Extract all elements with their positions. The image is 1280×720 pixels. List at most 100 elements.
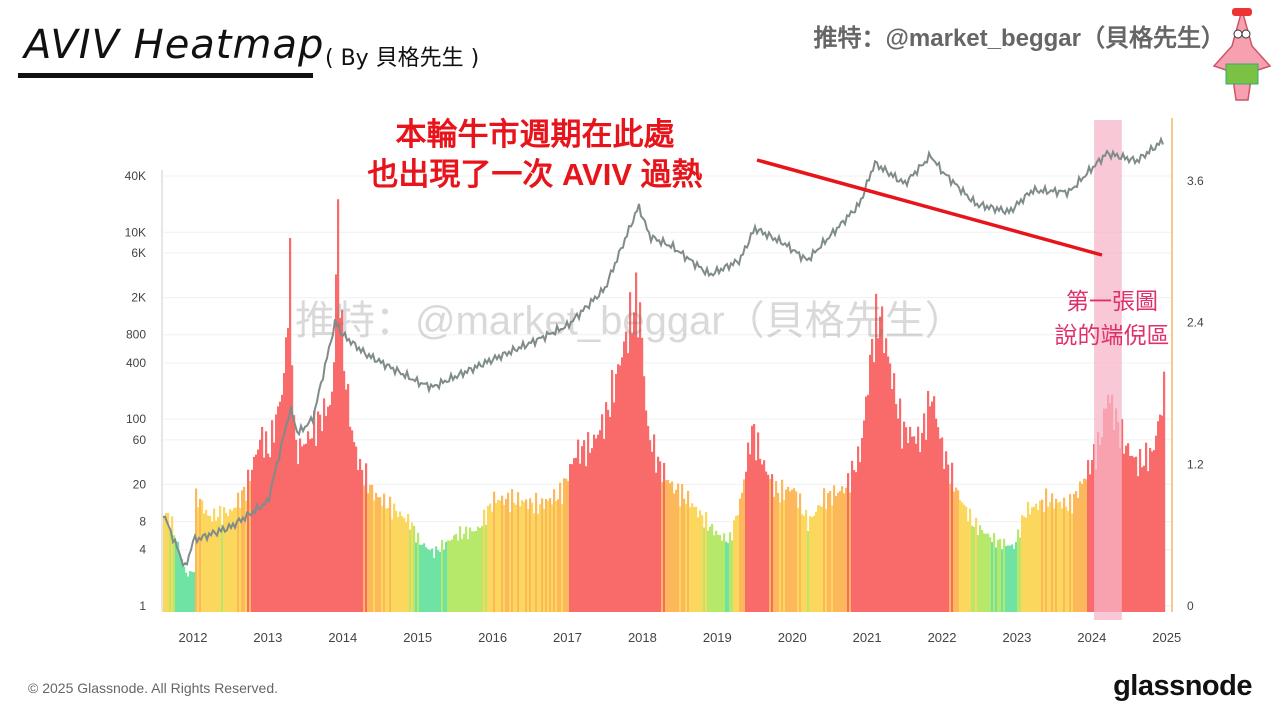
aviv-bar bbox=[701, 515, 704, 612]
aviv-bar bbox=[403, 517, 406, 612]
aviv-bar bbox=[187, 576, 190, 612]
aviv-bar bbox=[629, 292, 632, 612]
aviv-bar bbox=[421, 544, 424, 612]
aviv-bar bbox=[513, 502, 516, 612]
aviv-bar bbox=[507, 492, 510, 612]
aviv-bar bbox=[893, 373, 896, 612]
aviv-bar bbox=[1023, 516, 1026, 612]
aviv-bar bbox=[1055, 498, 1058, 612]
aviv-bar bbox=[1145, 442, 1148, 612]
aviv-bar bbox=[349, 426, 352, 612]
aviv-bar bbox=[707, 530, 710, 612]
aviv-bar bbox=[503, 504, 506, 612]
aviv-bar bbox=[861, 437, 864, 612]
aviv-bar bbox=[1037, 509, 1040, 612]
aviv-bar bbox=[253, 456, 256, 612]
aviv-bar bbox=[1047, 506, 1050, 612]
aviv-bar bbox=[599, 430, 602, 612]
aviv-bar bbox=[869, 354, 872, 612]
aviv-bar bbox=[537, 513, 540, 612]
aviv-bar bbox=[895, 404, 898, 612]
aviv-bar bbox=[219, 505, 222, 612]
aviv-bar bbox=[183, 566, 186, 612]
y-left-tick-label: 40K bbox=[125, 169, 146, 183]
aviv-bar bbox=[217, 516, 220, 612]
aviv-bar bbox=[383, 493, 386, 612]
aviv-bar bbox=[867, 394, 870, 612]
aviv-bar bbox=[297, 464, 300, 612]
aviv-bar bbox=[333, 362, 336, 612]
aviv-bar bbox=[287, 328, 290, 612]
aviv-bar bbox=[185, 572, 188, 612]
aviv-bar bbox=[677, 483, 680, 612]
aviv-bar bbox=[347, 383, 350, 612]
aviv-bar bbox=[571, 464, 574, 612]
aviv-bar bbox=[845, 487, 848, 612]
aviv-bar bbox=[409, 529, 412, 612]
aviv-bar bbox=[899, 398, 902, 612]
aviv-bar bbox=[195, 488, 198, 612]
aviv-bar bbox=[727, 543, 730, 612]
aviv-bar bbox=[927, 390, 930, 612]
aviv-bar bbox=[351, 430, 354, 612]
aviv-bar bbox=[683, 498, 686, 612]
title-byline: ( By 貝格先生 ) bbox=[325, 46, 480, 71]
aviv-bar bbox=[951, 462, 954, 612]
aviv-bar bbox=[995, 547, 998, 612]
callout-text: 本輪牛市週期在此處 也出現了一次 AVIV 過熱 bbox=[320, 115, 750, 195]
aviv-bar bbox=[367, 493, 370, 612]
aviv-bar bbox=[681, 484, 684, 612]
aviv-bar bbox=[641, 337, 644, 612]
aviv-bar bbox=[207, 515, 210, 612]
aviv-bar bbox=[987, 533, 990, 612]
aviv-bar bbox=[993, 533, 996, 612]
aviv-bar bbox=[887, 356, 890, 612]
aviv-bar bbox=[539, 504, 542, 612]
aviv-bar bbox=[525, 499, 528, 612]
aviv-bar bbox=[541, 498, 544, 612]
aviv-bar bbox=[489, 503, 492, 612]
callout-line-1: 本輪牛市週期在此處 bbox=[395, 117, 675, 152]
aviv-bar bbox=[1077, 498, 1080, 612]
aviv-bar bbox=[1041, 499, 1044, 612]
aviv-bar bbox=[789, 491, 792, 612]
aviv-bar bbox=[857, 446, 860, 612]
aviv-bar bbox=[779, 502, 782, 612]
aviv-bar bbox=[839, 491, 842, 612]
y-left-tick-label: 2K bbox=[131, 291, 146, 305]
aviv-bar bbox=[1125, 445, 1128, 612]
aviv-bar bbox=[875, 293, 878, 612]
aviv-bar bbox=[843, 493, 846, 612]
aviv-bar bbox=[1013, 548, 1016, 612]
aviv-bar bbox=[453, 535, 456, 612]
aviv-bar bbox=[241, 490, 244, 612]
aviv-bar bbox=[315, 445, 318, 612]
aviv-bar bbox=[795, 491, 798, 612]
aviv-bar bbox=[837, 492, 840, 612]
aviv-bar bbox=[691, 503, 694, 612]
aviv-bar bbox=[1123, 453, 1126, 612]
aviv-bar bbox=[433, 557, 436, 612]
aviv-bar bbox=[1025, 517, 1028, 612]
aviv-bar bbox=[739, 498, 742, 612]
aviv-bar bbox=[299, 438, 302, 612]
aviv-bar bbox=[231, 510, 234, 612]
mascot-icon bbox=[1212, 7, 1272, 101]
aviv-bar bbox=[633, 312, 636, 612]
aviv-bar bbox=[311, 438, 314, 612]
aviv-bar bbox=[437, 550, 440, 612]
x-tick-label: 2017 bbox=[553, 630, 582, 645]
aviv-bar bbox=[405, 522, 408, 612]
aviv-bar bbox=[385, 508, 388, 612]
aviv-bar bbox=[295, 439, 298, 612]
aviv-bar bbox=[721, 540, 724, 612]
aviv-bar bbox=[619, 365, 622, 612]
aviv-bar bbox=[819, 505, 822, 612]
y-right-tick-label: 1.2 bbox=[1187, 457, 1204, 471]
aviv-bar bbox=[731, 540, 734, 612]
aviv-bar bbox=[289, 238, 292, 612]
aviv-bar bbox=[797, 508, 800, 612]
aviv-bar bbox=[325, 415, 328, 612]
aviv-bar bbox=[521, 500, 524, 612]
